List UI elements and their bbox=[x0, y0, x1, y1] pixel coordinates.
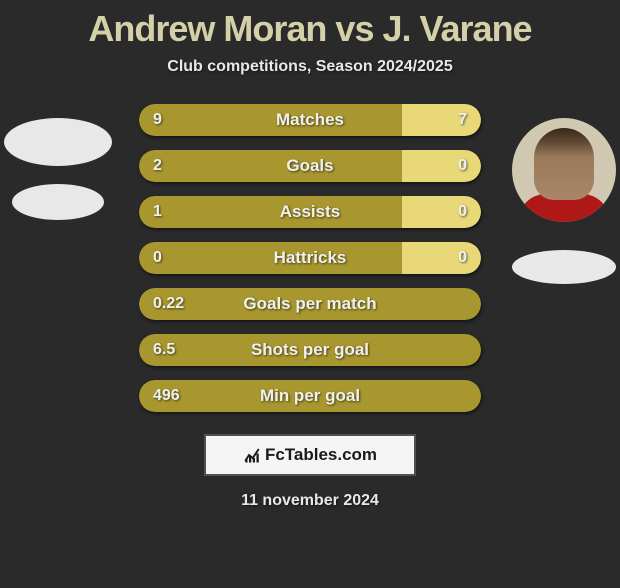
stat-row: Hattricks0 0 bbox=[139, 242, 481, 274]
stat-value-left: 6.5 bbox=[153, 334, 175, 366]
chart-icon bbox=[243, 446, 261, 464]
player-right-avatar bbox=[512, 118, 616, 222]
stat-label: Assists bbox=[139, 196, 481, 228]
stat-value-right: 7 bbox=[458, 104, 467, 136]
stat-value-right: 0 bbox=[458, 242, 467, 274]
stat-row: Goals2 0 bbox=[139, 150, 481, 182]
page-subtitle: Club competitions, Season 2024/2025 bbox=[0, 58, 620, 76]
stat-label: Goals bbox=[139, 150, 481, 182]
stat-value-left: 496 bbox=[153, 380, 180, 412]
stats-container: Matches97Goals20Assists10Hattricks00Goal… bbox=[139, 104, 481, 412]
stat-value-left: 1 bbox=[153, 196, 162, 228]
stat-value-left: 0 bbox=[153, 242, 162, 274]
stat-row: Shots per goal6.5 bbox=[139, 334, 481, 366]
footer-date: 11 november 2024 bbox=[0, 492, 620, 510]
stat-row: Assists1 0 bbox=[139, 196, 481, 228]
stat-label: Hattricks bbox=[139, 242, 481, 274]
stat-value-left: 2 bbox=[153, 150, 162, 182]
stat-row: Matches9 7 bbox=[139, 104, 481, 136]
stat-label: Min per goal bbox=[139, 380, 481, 412]
stat-label: Goals per match bbox=[139, 288, 481, 320]
stat-value-left: 0.22 bbox=[153, 288, 184, 320]
stat-label: Shots per goal bbox=[139, 334, 481, 366]
brand-label: FcTables.com bbox=[265, 445, 377, 465]
player-left-badge-placeholder bbox=[12, 184, 104, 220]
page-title: Andrew Moran vs J. Varane bbox=[0, 8, 620, 50]
brand-badge: FcTables.com bbox=[204, 434, 416, 476]
stat-label: Matches bbox=[139, 104, 481, 136]
player-right-column bbox=[512, 118, 616, 284]
stat-value-left: 9 bbox=[153, 104, 162, 136]
stat-row: Goals per match0.22 bbox=[139, 288, 481, 320]
stat-value-right: 0 bbox=[458, 196, 467, 228]
player-right-badge-placeholder bbox=[512, 250, 616, 284]
stat-value-right: 0 bbox=[458, 150, 467, 182]
player-left-column bbox=[4, 118, 112, 220]
player-left-avatar-placeholder bbox=[4, 118, 112, 166]
stat-row: Min per goal496 bbox=[139, 380, 481, 412]
